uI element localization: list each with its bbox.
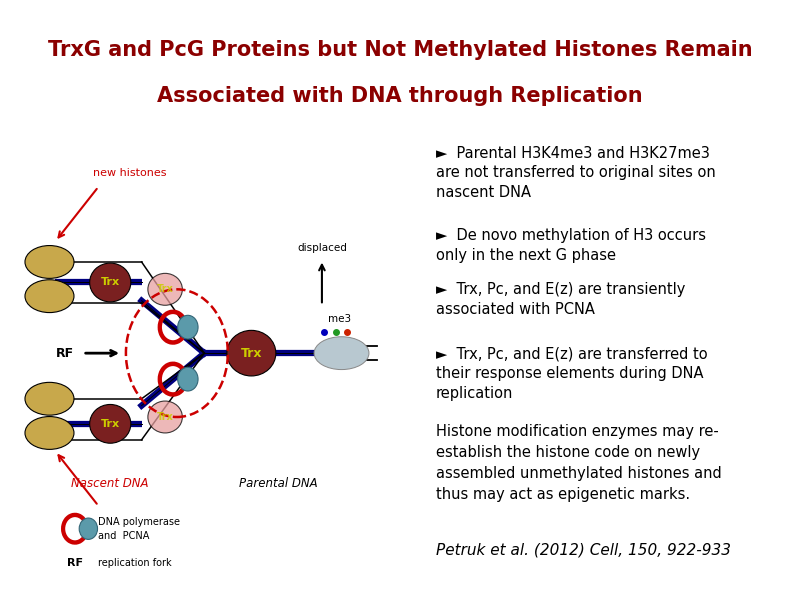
Text: Trx: Trx [101,277,120,287]
Ellipse shape [148,274,182,305]
Text: displaced: displaced [297,243,347,253]
Circle shape [178,367,198,391]
Text: Nascent DNA: Nascent DNA [71,476,149,490]
Text: me3: me3 [328,314,351,324]
Text: ►  Trx, Pc, and E(z) are transiently
associated with PCNA: ► Trx, Pc, and E(z) are transiently asso… [435,283,685,317]
Circle shape [178,316,198,339]
Text: RF: RF [56,347,74,359]
Ellipse shape [148,401,182,433]
Text: ►  De novo methylation of H3 occurs
only in the next G phase: ► De novo methylation of H3 occurs only … [435,228,706,263]
Ellipse shape [90,404,131,443]
Ellipse shape [90,263,131,302]
Text: Trx: Trx [157,284,174,295]
Text: ►  Parental H3K4me3 and H3K27me3
are not transferred to original sites on
nascen: ► Parental H3K4me3 and H3K27me3 are not … [435,146,715,200]
Text: ►  Trx, Pc, and E(z) are transferred to
their response elements during DNA
repli: ► Trx, Pc, and E(z) are transferred to t… [435,346,707,401]
Text: replication fork: replication fork [98,558,172,568]
Text: Petruk et al. (2012) Cell, 150, 922-933: Petruk et al. (2012) Cell, 150, 922-933 [435,542,730,557]
Text: Associated with DNA through Replication: Associated with DNA through Replication [157,86,643,106]
Text: Histone modification enzymes may re-
establish the histone code on newly
assembl: Histone modification enzymes may re- est… [435,424,722,502]
Text: Trx: Trx [157,412,174,422]
Text: Trx: Trx [241,347,262,359]
Ellipse shape [25,382,74,415]
Text: Trx: Trx [101,419,120,429]
Text: and  PCNA: and PCNA [98,530,150,541]
Ellipse shape [25,280,74,313]
Ellipse shape [25,416,74,449]
Circle shape [79,518,98,539]
Text: RF: RF [67,558,83,568]
Text: Parental DNA: Parental DNA [239,476,318,490]
Ellipse shape [314,337,369,370]
Text: new histones: new histones [93,168,166,178]
Text: TrxG and PcG Proteins but Not Methylated Histones Remain: TrxG and PcG Proteins but Not Methylated… [48,40,752,60]
Ellipse shape [227,331,276,376]
Text: DNA polymerase: DNA polymerase [98,517,181,527]
Ellipse shape [25,245,74,278]
